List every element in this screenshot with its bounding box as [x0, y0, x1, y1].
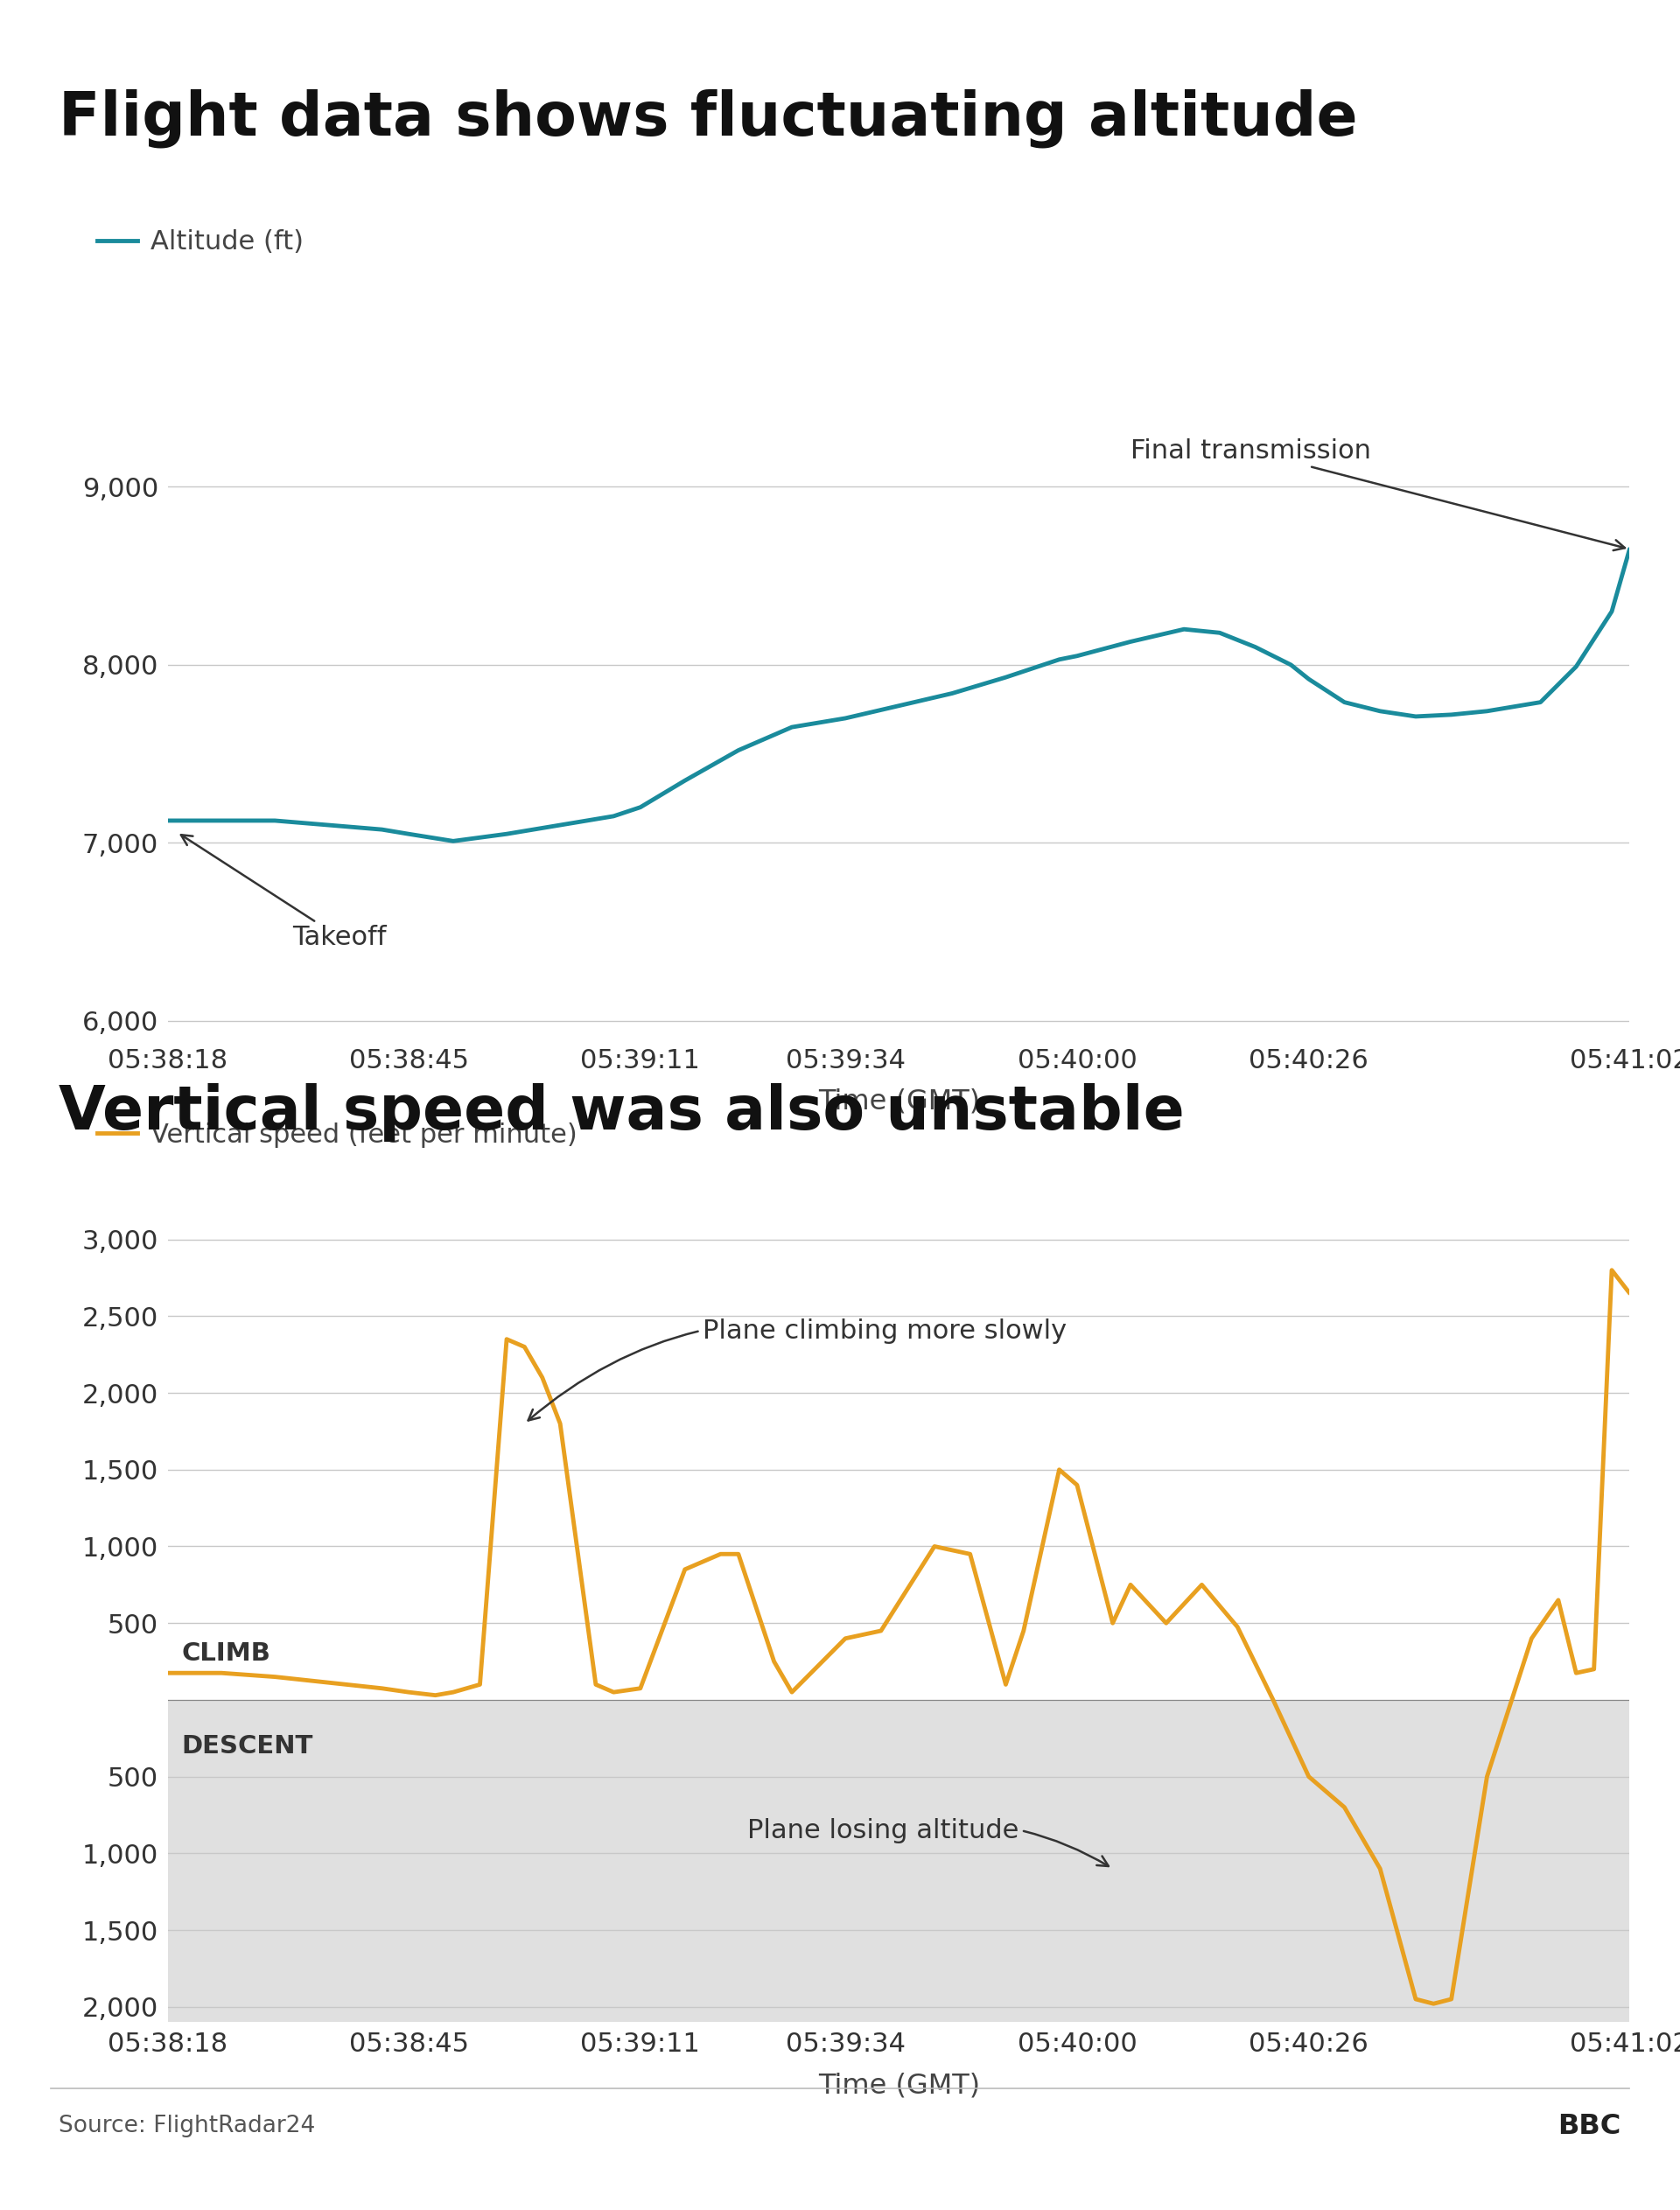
Text: Vertical speed was also unstable: Vertical speed was also unstable [59, 1083, 1184, 1143]
Text: Takeoff: Takeoff [181, 835, 386, 950]
Text: Final transmission: Final transmission [1131, 438, 1625, 550]
X-axis label: Time (GMT): Time (GMT) [818, 1087, 979, 1116]
Text: DESCENT: DESCENT [181, 1733, 312, 1759]
Text: BBC: BBC [1557, 2113, 1621, 2139]
X-axis label: Time (GMT): Time (GMT) [818, 2071, 979, 2099]
Text: Plane climbing more slowly: Plane climbing more slowly [528, 1319, 1067, 1421]
Text: Source: FlightRadar24: Source: FlightRadar24 [59, 2115, 316, 2137]
Text: Flight data shows fluctuating altitude: Flight data shows fluctuating altitude [59, 88, 1357, 148]
Legend: Altitude (ft): Altitude (ft) [86, 219, 314, 265]
Text: CLIMB: CLIMB [181, 1642, 270, 1666]
Legend: Vertical speed (feet per minute): Vertical speed (feet per minute) [86, 1112, 588, 1158]
Text: Plane losing altitude: Plane losing altitude [748, 1817, 1109, 1865]
Bar [168, 1699, 1630, 2022]
